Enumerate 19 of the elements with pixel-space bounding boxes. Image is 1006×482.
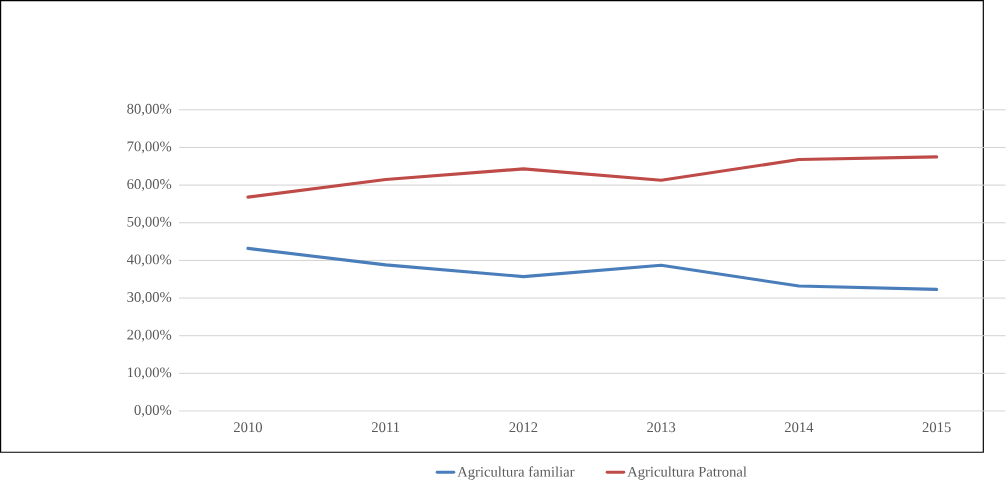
y-tick-label: 10,00% xyxy=(127,367,172,380)
y-tick-label: 0,00% xyxy=(134,405,172,418)
line-series xyxy=(246,246,939,291)
x-tick-label: 2011 xyxy=(371,422,400,433)
legend-label: Agricultura familiar xyxy=(457,466,575,480)
line-series xyxy=(246,155,939,199)
y-tick-label: 30,00% xyxy=(127,292,172,305)
y-tick-label: 20,00% xyxy=(127,329,172,342)
y-tick-label: 50,00% xyxy=(127,216,172,229)
x-tick-label: 2013 xyxy=(647,422,676,433)
y-tick-label: 40,00% xyxy=(126,254,172,267)
y-tick-label: 80,00% xyxy=(127,103,172,116)
legend-label: Agricultura Patronal xyxy=(627,466,747,480)
y-tick-label: 70,00% xyxy=(127,141,172,154)
x-tick-label: 2015 xyxy=(922,422,951,433)
y-tick-label: 60,00% xyxy=(127,179,172,192)
x-tick-label: 2014 xyxy=(784,422,814,433)
x-tick-label: 2012 xyxy=(509,422,538,433)
x-tick-label: 2010 xyxy=(233,422,263,433)
